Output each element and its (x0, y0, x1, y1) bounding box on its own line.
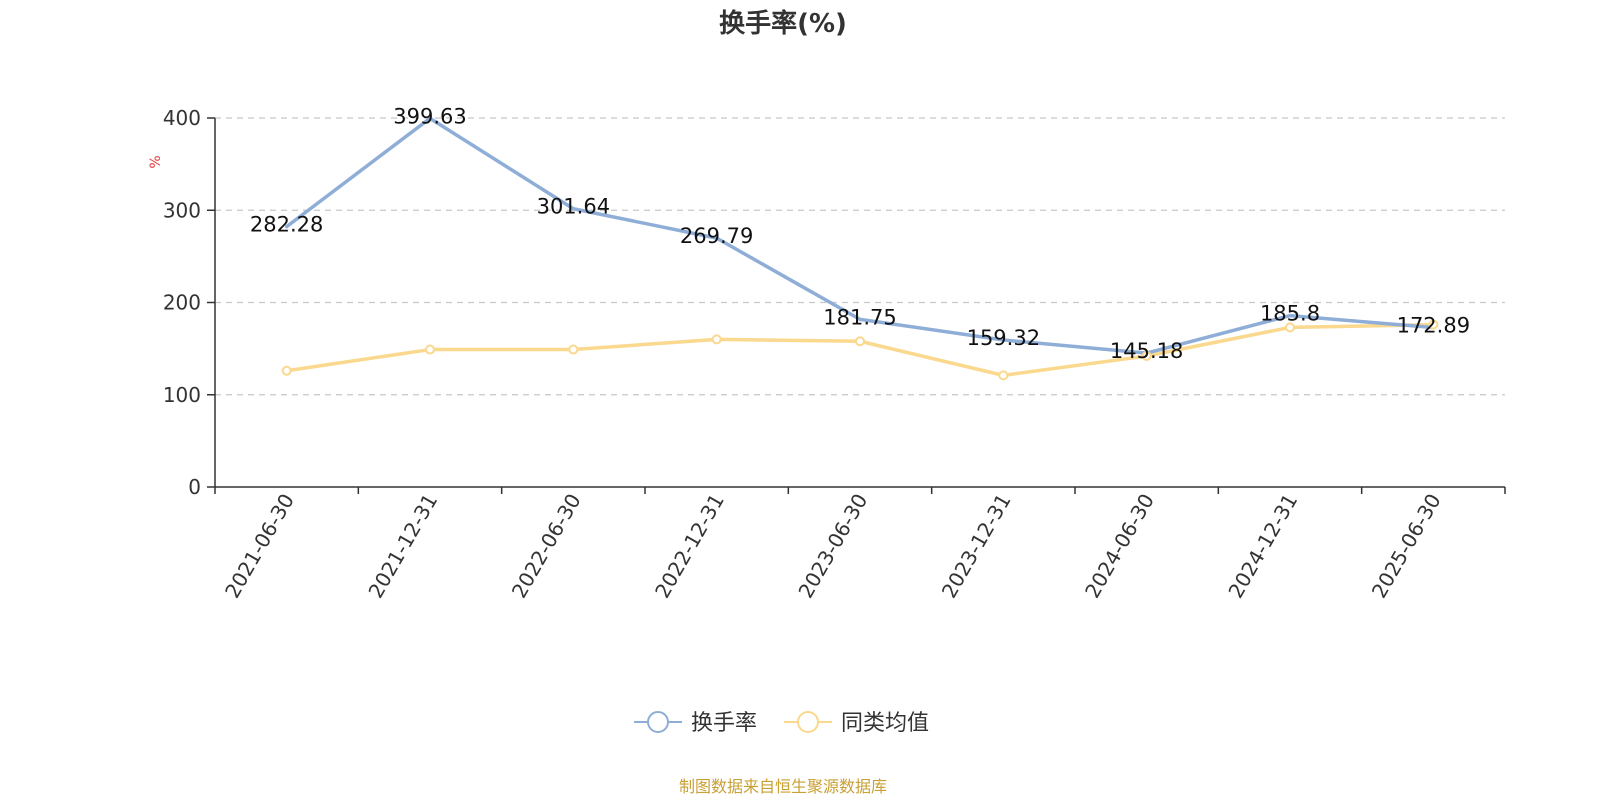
chart-title: 换手率(%) (719, 8, 847, 39)
series-line-peer-average (284, 322, 1436, 378)
y-axis-unit: % (148, 155, 164, 168)
legend[interactable]: 换手率 同类均值 (634, 711, 929, 736)
peer-average-point[interactable] (1141, 351, 1152, 362)
series-markers (281, 319, 1439, 381)
y-tick-label: 100 (163, 383, 201, 407)
x-tick-label: 2023-06-30 (793, 490, 872, 603)
legend-item-peer-average[interactable]: 同类均值 (784, 711, 929, 736)
peer-average-point[interactable] (281, 365, 292, 376)
peer-average-point[interactable] (855, 336, 865, 347)
y-tick-label: 300 (163, 198, 201, 222)
turnover-data-label: 282.28 (250, 213, 323, 237)
x-tick-label: 2023-12-31 (937, 489, 1016, 602)
turnover-data-label: 145.18 (1110, 339, 1183, 363)
peer-average-point[interactable] (711, 334, 722, 345)
x-tick-label: 2022-06-30 (507, 490, 586, 603)
x-tick-label: 2024-06-30 (1080, 490, 1159, 603)
x-tick-label: 2021-12-31 (363, 490, 442, 603)
peer-average-point[interactable] (1285, 322, 1295, 333)
y-tick-label: 200 (163, 291, 201, 315)
turnover-data-label: 172.89 (1397, 314, 1470, 338)
y-tick-label: 400 (163, 106, 201, 130)
peer-average-point[interactable] (425, 344, 435, 355)
x-tick-label: 2022-12-31 (650, 490, 729, 603)
series-line-turnover (284, 116, 1436, 355)
legend-label: 同类均值 (841, 711, 929, 736)
legend-marker-icon (797, 711, 819, 733)
turnover-data-label: 185.8 (1260, 302, 1320, 326)
turnover-data-label: 269.79 (680, 224, 753, 248)
turnover-data-label: 159.32 (967, 326, 1040, 350)
peer-average-point[interactable] (1428, 319, 1439, 330)
turnover-data-label: 181.75 (823, 305, 896, 329)
turnover-data-label: 301.64 (537, 195, 610, 219)
x-tick-label: 2025-06-30 (1367, 490, 1446, 603)
x-tick-label: 2024-12-31 (1223, 490, 1302, 603)
peer-average-point[interactable] (568, 344, 579, 355)
x-tick-label: 2021-06-30 (220, 490, 299, 603)
legend-marker-icon (647, 711, 669, 733)
legend-label: 换手率 (691, 711, 757, 736)
legend-item-turnover[interactable]: 换手率 (634, 711, 757, 736)
y-tick-label: 0 (188, 475, 201, 499)
axes: 0 100 200 300 400 2021-06-30 2021-12-31 2022-06… (163, 106, 1506, 603)
data-source-note: 制图数据来自恒生聚源数据库 (679, 777, 887, 796)
data-labels: 282.28 399.63 301.64 269.79 181.75 159.32 145.… (250, 104, 1470, 363)
peer-average-point[interactable] (998, 370, 1009, 381)
turnover-data-label: 399.63 (393, 104, 466, 128)
